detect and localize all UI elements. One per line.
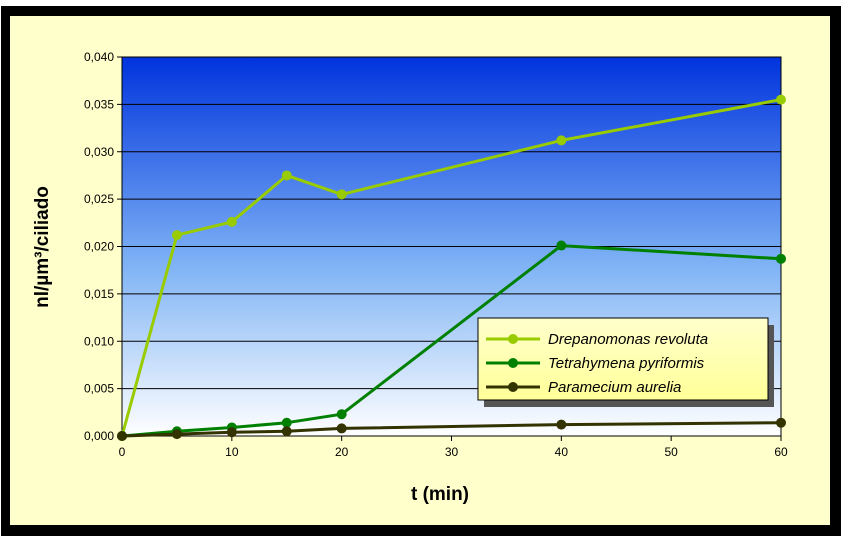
data-point [336, 423, 347, 434]
data-point [556, 419, 567, 430]
y-tick-label: 0,020 [84, 240, 114, 254]
legend-entry: Drepanomonas revoluta [548, 331, 708, 348]
data-point [281, 170, 292, 181]
series-layer [117, 94, 786, 441]
y-tick-label: 0,035 [84, 97, 114, 111]
y-tick-label: 0,040 [84, 50, 114, 64]
legend: Drepanomonas revoluta Tetrahymena pyrifor… [477, 317, 774, 407]
x-tick-label: 0 [119, 445, 126, 459]
x-tick-label: 10 [225, 445, 239, 459]
data-point [281, 426, 292, 437]
legend-entry: Tetrahymena pyriformis [548, 355, 705, 372]
x-tick-label: 50 [664, 445, 678, 459]
data-point [281, 417, 292, 428]
data-point [226, 216, 237, 227]
y-tick-label: 0,025 [84, 192, 114, 206]
y-axis-title: nl/µm³/ciliado [32, 186, 53, 308]
data-point [336, 189, 347, 200]
x-tick-label: 60 [774, 445, 788, 459]
data-point [776, 253, 786, 264]
y-tick-label: 0,030 [84, 145, 114, 159]
y-tick-label: 0,000 [84, 429, 114, 443]
y-tick-label: 0,010 [84, 334, 114, 348]
x-tick-label: 40 [555, 445, 569, 459]
data-point [776, 94, 786, 105]
data-point [336, 409, 347, 420]
y-axis-ticks: 0,000 0,005 0,010 0,015 0,020 0,025 0,030 0,035… [84, 50, 122, 443]
data-point [556, 135, 567, 146]
legend-entry: Paramecium aurelia [548, 379, 681, 396]
y-tick-label: 0,005 [84, 382, 114, 396]
x-tick-label: 30 [445, 445, 459, 459]
data-point [117, 431, 127, 441]
data-point [171, 429, 182, 440]
legend-swatch-marker [508, 358, 518, 368]
x-tick-label: 20 [335, 445, 349, 459]
data-point [226, 427, 237, 438]
y-tick-label: 0,015 [84, 287, 114, 301]
data-point [556, 240, 567, 251]
data-point [171, 230, 182, 241]
x-axis-ticks: 0 10 20 30 40 50 60 [119, 436, 788, 459]
data-point [776, 417, 786, 428]
legend-swatch-marker [508, 382, 518, 392]
legend-swatch-marker [508, 334, 518, 344]
x-axis-title: t (min) [411, 484, 469, 505]
